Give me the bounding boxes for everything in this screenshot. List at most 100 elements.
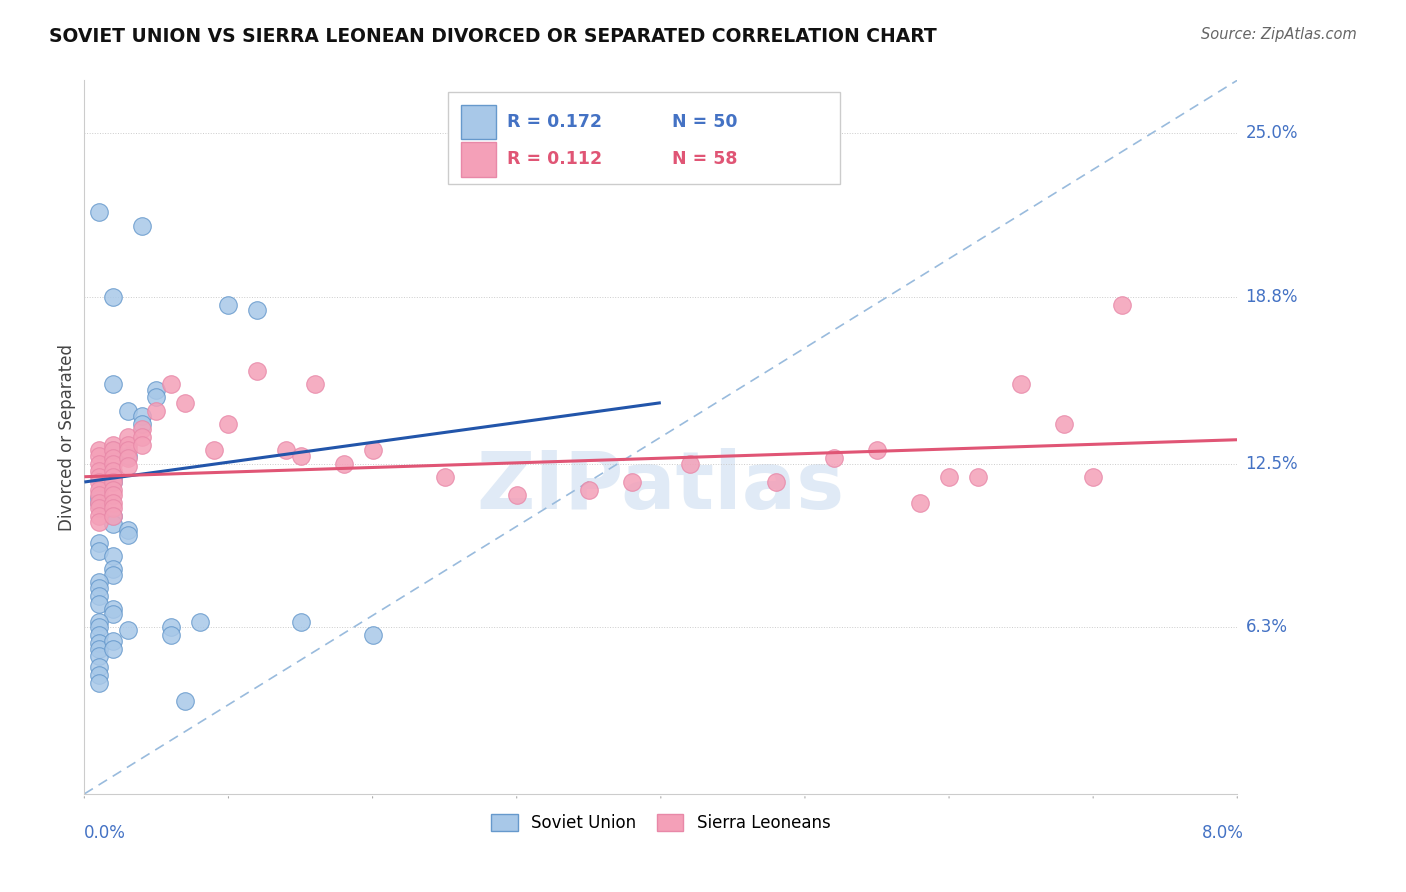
Point bbox=[218, 417, 240, 431]
Point bbox=[87, 475, 110, 489]
Text: SOVIET UNION VS SIERRA LEONEAN DIVORCED OR SEPARATED CORRELATION CHART: SOVIET UNION VS SIERRA LEONEAN DIVORCED … bbox=[49, 27, 936, 45]
Point bbox=[103, 633, 124, 648]
Point bbox=[117, 459, 139, 474]
Point bbox=[117, 528, 139, 542]
Point bbox=[103, 641, 124, 656]
Point bbox=[145, 383, 167, 397]
Point bbox=[131, 422, 153, 436]
Point bbox=[103, 377, 124, 392]
Point bbox=[174, 395, 197, 409]
Point bbox=[87, 465, 110, 479]
Point bbox=[87, 488, 110, 502]
Point bbox=[87, 469, 110, 483]
Text: N = 50: N = 50 bbox=[672, 112, 738, 130]
Point bbox=[87, 457, 110, 471]
Point bbox=[103, 475, 124, 489]
Point bbox=[103, 517, 124, 532]
Point bbox=[103, 469, 124, 483]
Point bbox=[103, 488, 124, 502]
Point bbox=[103, 602, 124, 616]
Point bbox=[117, 623, 139, 637]
Point bbox=[103, 483, 124, 497]
Text: 8.0%: 8.0% bbox=[1202, 824, 1244, 842]
Point bbox=[276, 443, 298, 458]
Point bbox=[87, 660, 110, 674]
Point bbox=[87, 589, 110, 603]
Point bbox=[103, 567, 124, 582]
Point bbox=[103, 509, 124, 524]
Point bbox=[160, 377, 183, 392]
Point bbox=[87, 575, 110, 590]
Point bbox=[866, 443, 889, 458]
Point bbox=[765, 475, 787, 489]
Point bbox=[578, 483, 600, 497]
Point bbox=[103, 562, 124, 576]
Point bbox=[967, 469, 990, 483]
Point bbox=[621, 475, 644, 489]
Text: 18.8%: 18.8% bbox=[1246, 288, 1298, 306]
Text: R = 0.172: R = 0.172 bbox=[508, 112, 603, 130]
Point bbox=[103, 457, 124, 471]
Point bbox=[87, 536, 110, 550]
Point bbox=[103, 443, 124, 458]
Legend: Soviet Union, Sierra Leoneans: Soviet Union, Sierra Leoneans bbox=[485, 807, 837, 839]
Point bbox=[202, 443, 225, 458]
Point bbox=[103, 443, 124, 458]
Point bbox=[1053, 417, 1076, 431]
Point bbox=[290, 615, 312, 629]
Point bbox=[160, 620, 183, 634]
Point bbox=[103, 465, 124, 479]
Text: N = 58: N = 58 bbox=[672, 151, 738, 169]
Point bbox=[246, 364, 269, 378]
Point bbox=[87, 515, 110, 529]
Point bbox=[433, 469, 456, 483]
Text: 12.5%: 12.5% bbox=[1246, 455, 1298, 473]
Point bbox=[188, 615, 211, 629]
Y-axis label: Divorced or Separated: Divorced or Separated bbox=[58, 343, 76, 531]
Point bbox=[87, 668, 110, 682]
Point bbox=[103, 290, 124, 304]
Point bbox=[131, 430, 153, 444]
Point bbox=[103, 496, 124, 510]
Point bbox=[87, 491, 110, 505]
Text: 0.0%: 0.0% bbox=[84, 824, 127, 842]
Text: Source: ZipAtlas.com: Source: ZipAtlas.com bbox=[1201, 27, 1357, 42]
Point bbox=[103, 475, 124, 489]
Point bbox=[87, 205, 110, 219]
Point bbox=[87, 543, 110, 558]
Point bbox=[938, 469, 960, 483]
Point bbox=[117, 449, 139, 463]
Point bbox=[87, 620, 110, 634]
Point bbox=[103, 509, 124, 524]
Point bbox=[103, 469, 124, 483]
Point bbox=[87, 649, 110, 664]
Point bbox=[87, 636, 110, 650]
Point bbox=[117, 451, 139, 466]
Point bbox=[87, 509, 110, 524]
Point bbox=[145, 403, 167, 417]
Text: 25.0%: 25.0% bbox=[1246, 124, 1298, 142]
Point bbox=[87, 628, 110, 642]
Point bbox=[218, 298, 240, 312]
Point bbox=[117, 443, 139, 458]
Point bbox=[87, 597, 110, 611]
Point bbox=[87, 449, 110, 463]
Point bbox=[1010, 377, 1032, 392]
Point bbox=[87, 501, 110, 516]
Text: ZIPatlas: ZIPatlas bbox=[477, 448, 845, 526]
Point bbox=[131, 417, 153, 431]
Point bbox=[103, 451, 124, 466]
Text: 6.3%: 6.3% bbox=[1246, 618, 1288, 636]
Point bbox=[361, 628, 384, 642]
Point bbox=[87, 496, 110, 510]
Point bbox=[117, 403, 139, 417]
Point bbox=[87, 676, 110, 690]
Point bbox=[679, 457, 702, 471]
Point bbox=[910, 496, 932, 510]
Point bbox=[1111, 298, 1133, 312]
Point bbox=[103, 607, 124, 622]
Point bbox=[87, 615, 110, 629]
Point bbox=[103, 501, 124, 516]
Point bbox=[87, 641, 110, 656]
Point bbox=[117, 430, 139, 444]
